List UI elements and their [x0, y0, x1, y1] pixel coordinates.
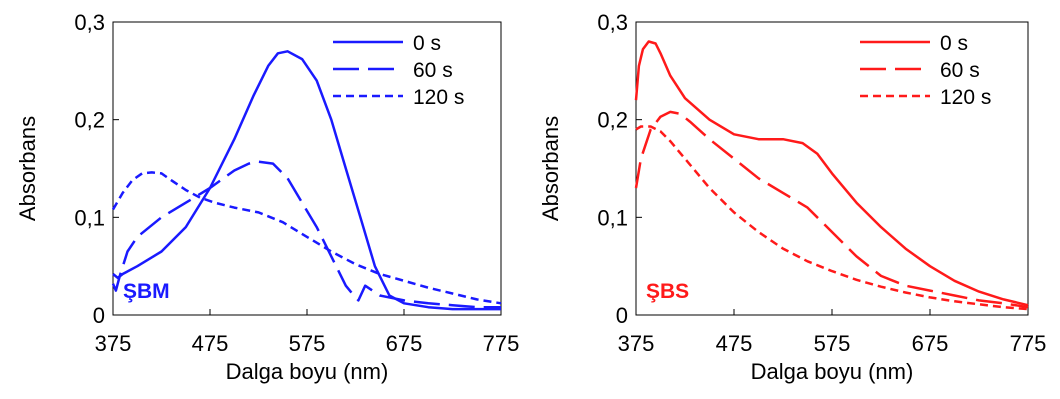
legend-label: 120 s [940, 86, 991, 109]
x-tick-label: 475 [716, 331, 753, 356]
y-tick-label: 0,2 [74, 108, 105, 133]
y-tick-label: 0,3 [74, 10, 105, 35]
x-axis-title: Dalga boyu (nm) [226, 359, 389, 384]
series-line-60s [111, 160, 501, 309]
y-tick-label: 0 [93, 303, 105, 328]
series-line-120s [111, 171, 502, 305]
x-tick-label: 675 [912, 331, 949, 356]
x-axis-title: Dalga boyu (nm) [751, 359, 914, 384]
series-line-0s [112, 50, 501, 311]
y-axis-title: Absorbans [15, 116, 40, 221]
series-line-120s [635, 125, 1029, 311]
legend-label: 0 s [413, 32, 441, 55]
series-line-0s [634, 40, 1029, 307]
x-tick-label: 575 [289, 331, 326, 356]
series-line-60s [634, 110, 1029, 309]
x-tick-label: 775 [483, 331, 520, 356]
y-tick-label: 0,1 [74, 205, 105, 230]
y-tick-label: 0,3 [597, 10, 628, 35]
legend-label: 60 s [940, 59, 980, 82]
x-tick-label: 475 [192, 331, 229, 356]
legend-label: 120 s [413, 86, 464, 109]
x-tick-label: 675 [386, 331, 423, 356]
y-tick-label: 0,2 [597, 108, 628, 133]
x-tick-label: 575 [814, 331, 851, 356]
y-tick-label: 0 [616, 303, 628, 328]
x-tick-label: 375 [95, 331, 132, 356]
annotation-label: ŞBS [646, 280, 689, 303]
legend-label: 0 s [940, 32, 968, 55]
legend-label: 60 s [413, 59, 453, 82]
x-tick-label: 775 [1010, 331, 1047, 356]
annotation-label: ŞBM [123, 280, 170, 303]
y-axis-title: Absorbans [538, 116, 563, 221]
y-tick-label: 0,1 [597, 205, 628, 230]
x-tick-label: 375 [618, 331, 655, 356]
